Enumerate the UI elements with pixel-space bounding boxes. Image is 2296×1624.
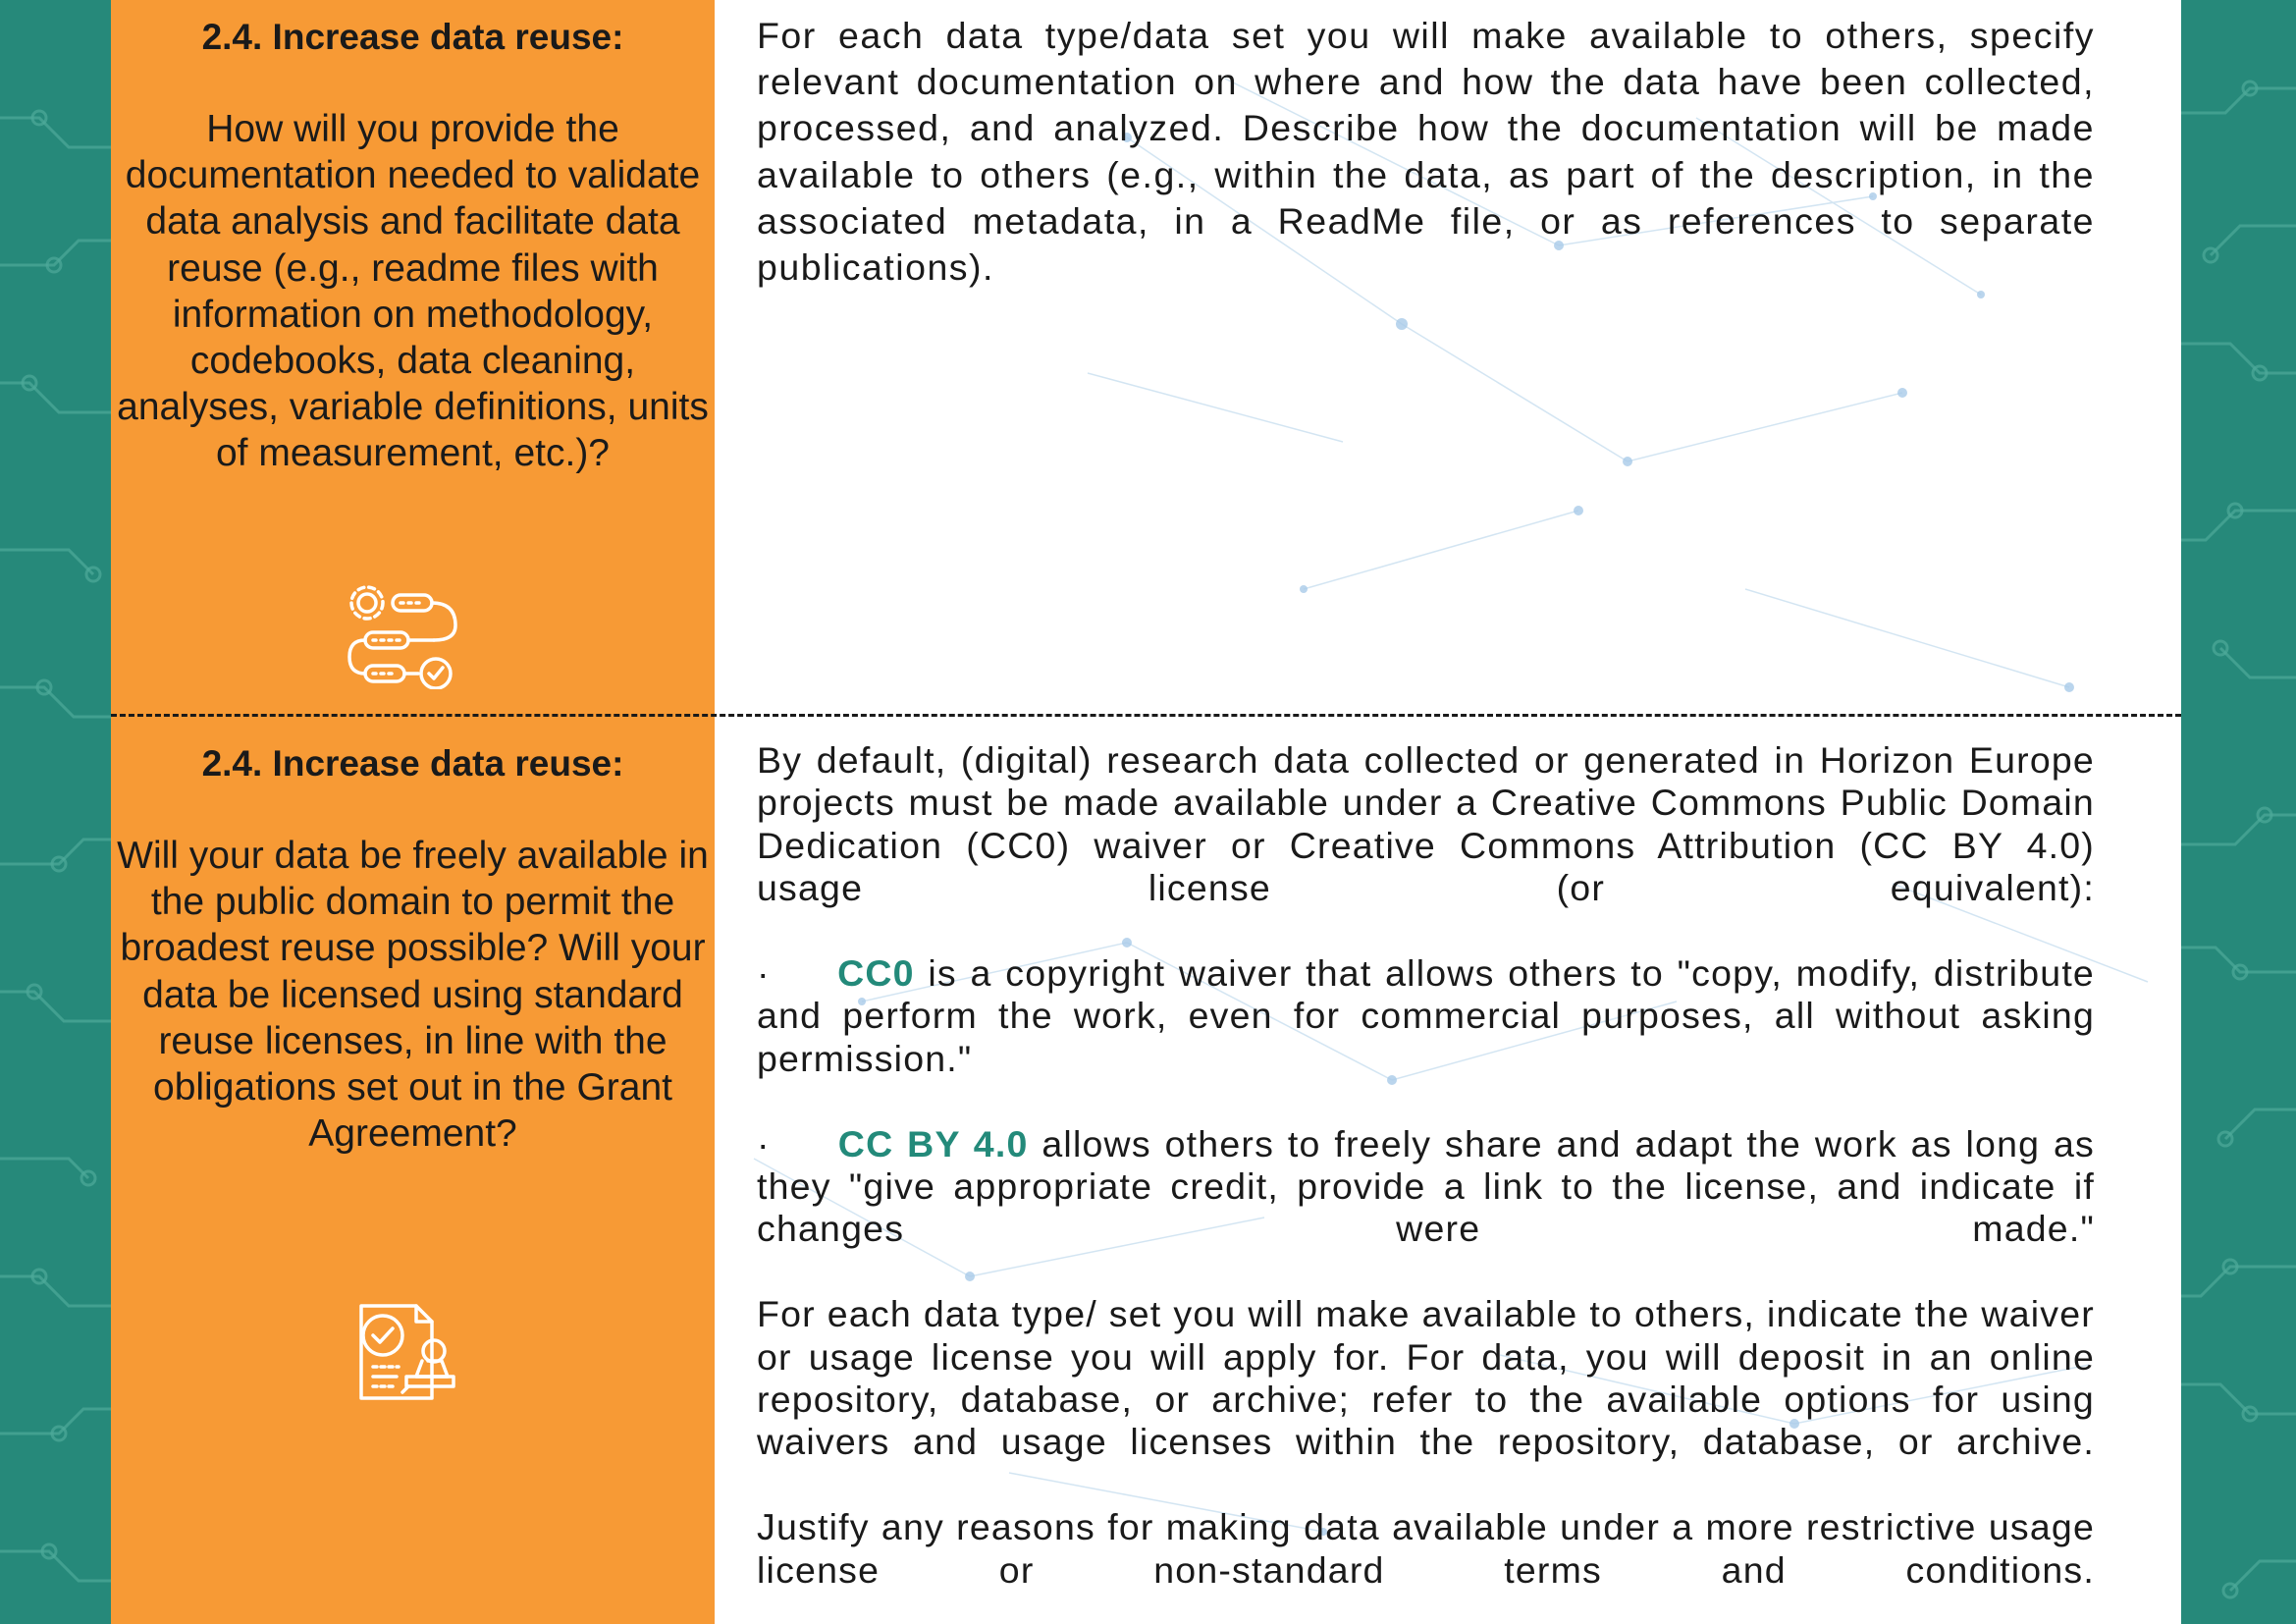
bullet-text: is a copyright waiver that allows others… (757, 952, 2095, 1079)
bullet-term-cc-by: CC BY 4.0 (837, 1122, 1029, 1164)
section-divider (111, 714, 2181, 717)
network-background (753, 78, 2149, 1536)
bullet-marker: · (757, 1122, 771, 1164)
answer-justify: Justify any reasons for making data avai… (757, 1506, 2095, 1591)
license-document-icon (347, 1296, 457, 1411)
question-text: Will your data be freely available in th… (117, 835, 709, 1156)
question-block-1: 2.4. Increase data reuse: How will you p… (111, 14, 715, 477)
circuit-pattern-right (2181, 80, 2296, 1599)
answer-block-2: By default, (digital) research data coll… (757, 739, 2095, 1592)
answer-waiver: For each data type/ set you will make av… (757, 1293, 2095, 1463)
question-text: How will you provide the documentation n… (117, 108, 709, 475)
bullet-cc0: · CC0 is a copyright waiver that allows … (757, 952, 2095, 1080)
answer-column (715, 0, 2181, 1624)
question-column (111, 0, 715, 1624)
question-block-2: 2.4. Increase data reuse: Will your data… (111, 740, 715, 1157)
answer-block-1: For each data type/data set you will mak… (757, 13, 2095, 291)
right-circuit-band (2181, 0, 2296, 1624)
bullet-marker: · (757, 952, 771, 995)
answer-intro: By default, (digital) research data coll… (757, 739, 2095, 909)
answer-text: For each data type/data set you will mak… (757, 15, 2095, 289)
circuit-pattern-left (0, 109, 111, 1583)
workflow-gears-icon (346, 581, 459, 694)
bullet-cc-by: · CC BY 4.0 allows others to freely shar… (757, 1123, 2095, 1251)
left-circuit-band (0, 0, 111, 1624)
bullet-text: allows others to freely share and adapt … (757, 1122, 2096, 1250)
section-title: 2.4. Increase data reuse: (201, 17, 624, 57)
bullet-term-cc0: CC0 (837, 952, 915, 995)
section-title: 2.4. Increase data reuse: (201, 743, 624, 784)
